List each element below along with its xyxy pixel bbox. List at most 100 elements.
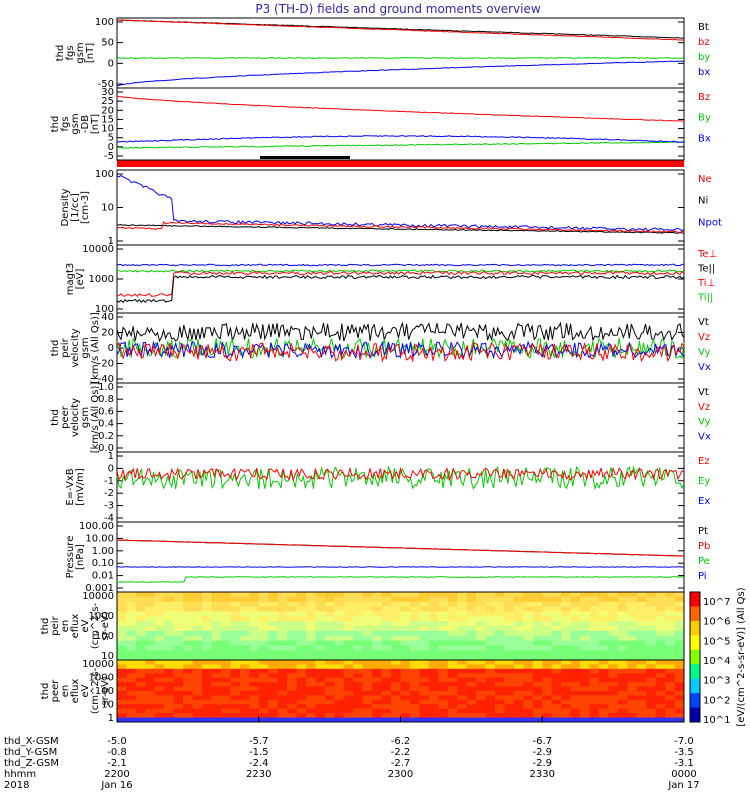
heatmap-cell: [362, 640, 373, 646]
heatmap-cell: [353, 677, 364, 683]
heatmap-cell: [362, 592, 373, 598]
heatmap-cell: [315, 686, 326, 692]
heatmap-cell: [211, 640, 222, 646]
heatmap-cell: [391, 592, 401, 598]
heatmap-cell: [617, 655, 628, 661]
heatmap-cell: [277, 699, 288, 705]
heatmap-cell: [476, 708, 487, 714]
heatmap-cell: [287, 640, 298, 646]
colorbar-segment: [690, 649, 700, 665]
heatmap-cell: [674, 704, 685, 710]
heatmap-cell: [409, 645, 420, 651]
heatmap-cell: [523, 664, 534, 670]
heatmap-cell: [362, 682, 373, 688]
heatmap-cell: [504, 621, 515, 627]
heatmap-cell: [258, 677, 269, 683]
ephem-value: -5.7: [249, 736, 269, 747]
legend-Npot: Npot: [698, 217, 722, 228]
heatmap-cell: [296, 611, 307, 617]
heatmap-cell: [258, 699, 269, 705]
heatmap-cell: [665, 592, 676, 598]
heatmap-cell: [362, 686, 373, 692]
heatmap-cell: [485, 655, 496, 661]
heatmap-cell: [343, 592, 354, 598]
heatmap-cell: [532, 621, 543, 627]
heatmap-cell: [372, 677, 383, 683]
heatmap-cell: [570, 704, 581, 710]
heatmap-cell: [315, 708, 326, 714]
heatmap-cell: [268, 650, 279, 656]
heatmap-cell: [457, 640, 468, 646]
heatmap-cell: [381, 645, 392, 651]
heatmap-cell: [145, 645, 156, 651]
heatmap-cell: [428, 640, 439, 646]
heatmap-cell: [598, 673, 609, 679]
heatmap-cell: [268, 596, 279, 603]
heatmap-cell: [173, 626, 184, 632]
heatmap-cell: [485, 630, 496, 637]
heatmap-cell: [400, 645, 411, 651]
heatmap-cell: [145, 650, 156, 656]
heatmap-cell: [457, 621, 468, 627]
heatmap-cell: [428, 650, 439, 656]
heatmap-cell: [655, 717, 666, 723]
heatmap-cell: [495, 664, 505, 670]
heatmap-cell: [126, 691, 137, 696]
heatmap-cell: [192, 668, 203, 674]
heatmap-cell: [372, 686, 383, 692]
heatmap-cell: [674, 673, 685, 679]
heatmap-cell: [646, 606, 657, 612]
heatmap-cell: [211, 626, 222, 632]
heatmap-cell: [447, 596, 458, 603]
heatmap-cell: [409, 630, 420, 637]
heatmap-cell: [315, 650, 326, 656]
heatmap-cell: [665, 717, 676, 723]
heatmap-cell: [334, 686, 345, 692]
heatmap-cell: [249, 699, 260, 705]
heatmap-cell: [296, 635, 307, 642]
heatmap-cell: [154, 611, 165, 617]
heatmap-cell: [154, 601, 165, 608]
ytick-label: 10: [101, 700, 114, 711]
heatmap-cell: [334, 621, 345, 627]
ylabel-line: E=-VxB: [65, 468, 76, 505]
heatmap-cell: [646, 601, 657, 608]
heatmap-cell: [409, 601, 420, 608]
heatmap-cell: [164, 606, 175, 612]
heatmap-cell: [287, 713, 298, 719]
heatmap-cell: [400, 626, 411, 632]
heatmap-cell: [561, 668, 572, 674]
heatmap-cell: [258, 630, 269, 637]
heatmap-cell: [164, 630, 175, 637]
heatmap-cell: [513, 606, 524, 612]
heatmap-cell: [381, 677, 392, 683]
ytick-label: 0.6: [98, 406, 114, 417]
heatmap-cell: [457, 601, 468, 608]
heatmap-cell: [268, 655, 279, 661]
heatmap-cell: [608, 645, 619, 651]
heatmap-cell: [230, 668, 241, 674]
heatmap-cell: [409, 695, 420, 701]
heatmap-cell: [324, 626, 335, 632]
heatmap-cell: [362, 606, 373, 612]
heatmap-cell: [419, 621, 430, 627]
ylabel-line: velocity: [70, 328, 81, 367]
heatmap-cell: [230, 611, 241, 617]
heatmap-cell: [513, 626, 524, 632]
legend-Vx: Vx: [698, 431, 711, 442]
heatmap-cell: [135, 677, 146, 683]
heatmap-cell: [220, 645, 231, 651]
heatmap-cell: [334, 677, 345, 683]
heatmap-cell: [164, 717, 175, 723]
heatmap-cell: [674, 695, 685, 701]
heatmap-cell: [183, 708, 194, 714]
heatmap-cell: [542, 695, 553, 701]
heatmap-cell: [570, 682, 581, 688]
ylabel-line: thd: [50, 409, 61, 426]
heatmap-cell: [513, 695, 524, 701]
heatmap-cell: [239, 592, 250, 598]
heatmap-cell: [485, 704, 496, 710]
heatmap-cell: [381, 668, 392, 674]
heatmap-cell: [239, 717, 250, 723]
heatmap-cell: [306, 621, 316, 627]
